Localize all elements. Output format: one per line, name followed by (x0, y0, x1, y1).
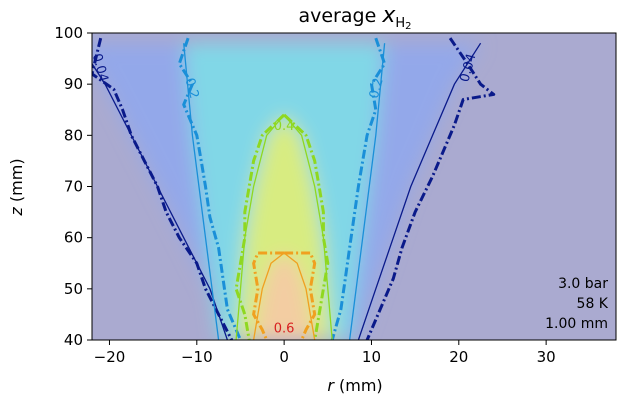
model-contour-right-0.4 (283, 114, 333, 340)
annotation-temperature: 58 K (577, 296, 609, 312)
model-contour-left-0.2 (183, 43, 220, 340)
y-tick-label: 50 (64, 280, 83, 298)
exp-contour-left-0.4 (234, 113, 286, 340)
contour-labels: 0.04 0.04 0.2 0.2 0.4 0.6 (89, 52, 480, 336)
x-tick-label: 20 (449, 348, 468, 366)
exp-contour-right-0.4 (283, 113, 330, 340)
x-tick-label: −10 (181, 348, 213, 366)
y-tick-label: 60 (64, 229, 83, 247)
chart-title: average xH2 (298, 3, 411, 32)
contour-label-0.04-0: 0.04 (89, 52, 111, 84)
heat-band-0.6 (253, 253, 315, 340)
y-tick-label: 80 (64, 126, 83, 144)
model-contour-right-0.2 (348, 43, 386, 340)
condition-annotation: 3.0 bar 58 K 1.00 mm (545, 276, 609, 332)
annotation-resolution: 1.00 mm (545, 316, 608, 332)
exp-contour-left-0.6 (252, 251, 285, 340)
heat-band-0.4 (236, 114, 333, 340)
contour-label-0.2-0: 0.2 (182, 76, 202, 100)
contour-label-0.4-0: 0.4 (274, 119, 295, 134)
exp-contour-right-0.2 (330, 37, 387, 340)
x-axis-label: r (mm) (327, 376, 382, 395)
model-contour-left-0.6 (252, 252, 285, 340)
x-tick-label: 0 (279, 348, 289, 366)
contour-lines (92, 37, 496, 340)
x-tick-label: 10 (362, 348, 381, 366)
exp-contour-right-0.04 (365, 37, 496, 340)
x-tick-label: −20 (94, 348, 126, 366)
exp-contour-right-0.6 (284, 251, 317, 340)
exp-contour-left-0.2 (177, 37, 242, 340)
y-axis: 40 50 60 70 80 90 100 (54, 24, 92, 349)
model-contour-right-0.04 (357, 42, 482, 340)
x-axis: −20 −10 0 10 20 30 (94, 340, 556, 366)
y-tick-label: 70 (64, 178, 83, 196)
y-tick-label: 100 (54, 24, 83, 42)
model-contour-right-0.6 (283, 252, 316, 340)
y-tick-label: 90 (64, 75, 83, 93)
x-tick-label: 30 (537, 348, 556, 366)
exp-contour-left-0.04 (92, 37, 234, 340)
contour-label-0.04-1: 0.04 (458, 52, 480, 84)
y-axis-label: z (mm) (7, 158, 26, 216)
contour-label-0.2-1: 0.2 (367, 76, 387, 100)
contour-label-0.6-0: 0.6 (274, 321, 295, 336)
annotation-pressure: 3.0 bar (558, 276, 608, 292)
y-tick-label: 40 (64, 331, 83, 349)
